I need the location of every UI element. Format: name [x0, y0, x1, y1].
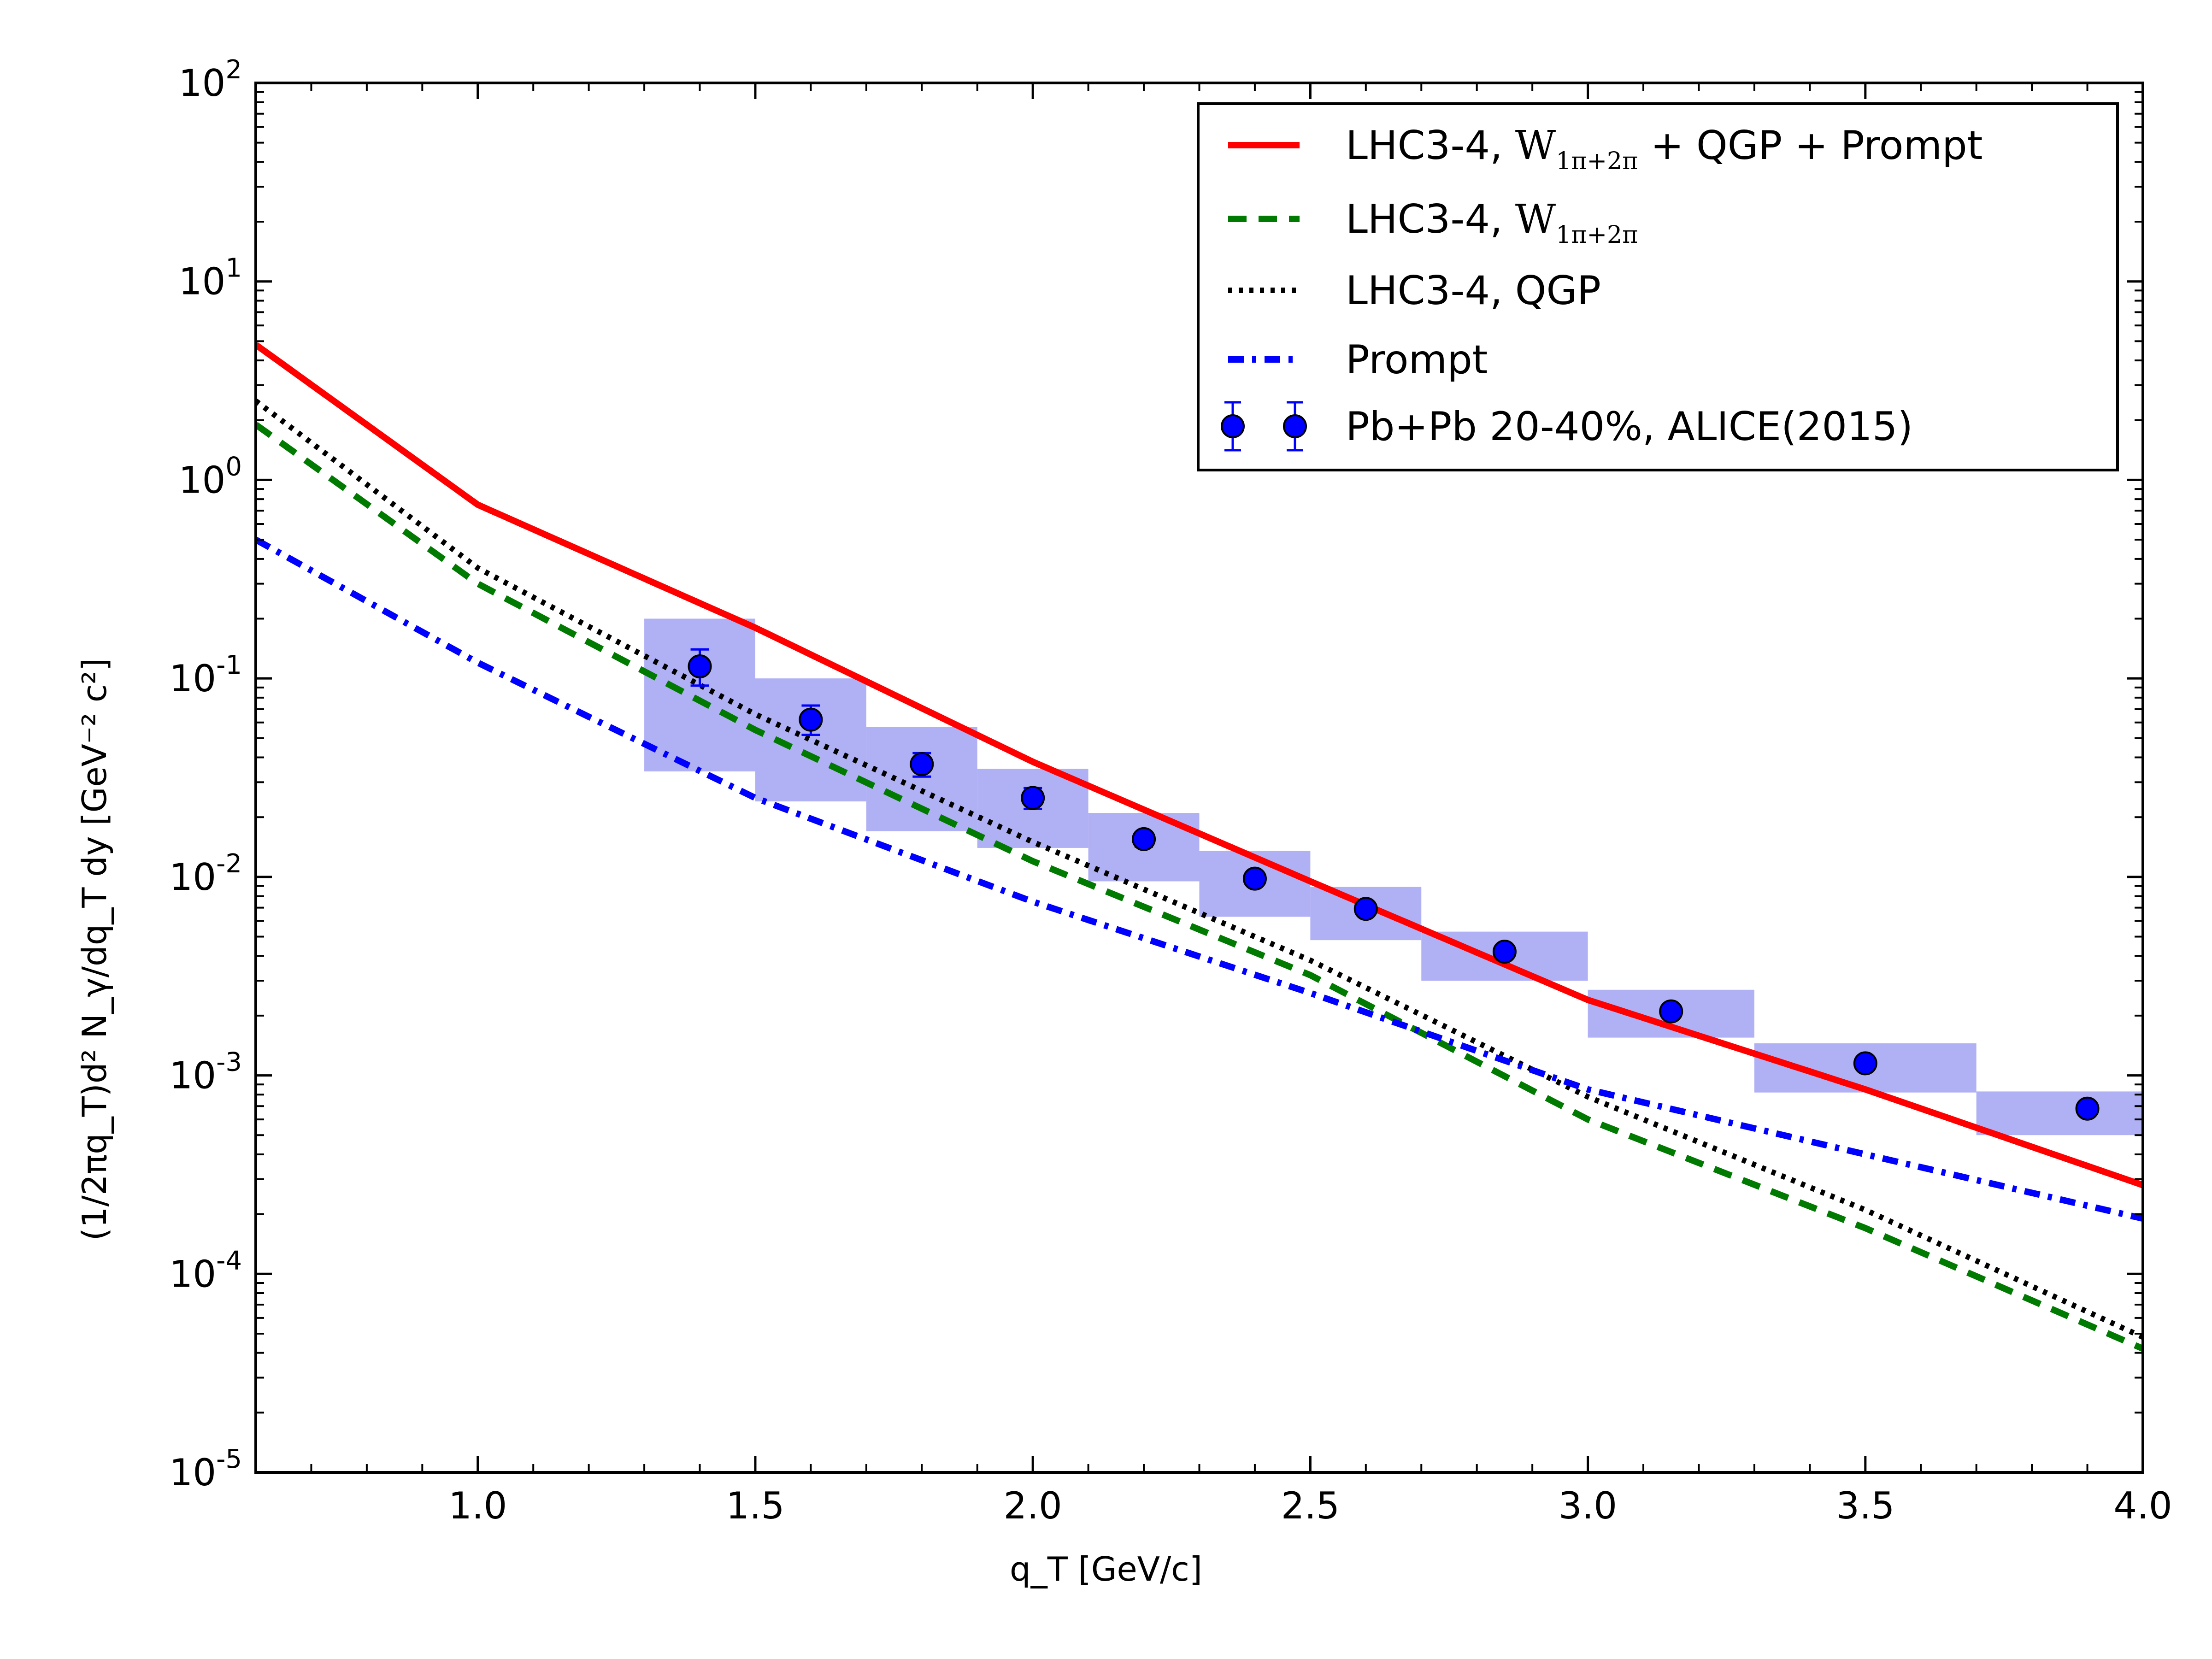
data-point-marker — [1021, 786, 1045, 810]
y-tick-label: 10-2 — [169, 849, 242, 899]
y-tick-base: 10 — [179, 459, 226, 501]
y-tick-exponent: 1 — [225, 253, 242, 283]
data-point-marker — [910, 752, 934, 777]
y-tick-base: 10 — [169, 1253, 216, 1295]
legend-label: LHC3-4, W1π+2π + QGP + Prompt — [1346, 123, 1983, 175]
y-tick-label: 101 — [179, 253, 242, 303]
systematic-box — [755, 678, 866, 802]
x-axis-ticks: 1.0 1.5 2.0 2.5 3.0 3.5 4.0 — [310, 83, 2172, 1527]
x-tick-label: 1.0 — [448, 1484, 507, 1527]
legend-label: Prompt — [1346, 337, 1488, 383]
y-tick-exponent: -3 — [216, 1047, 242, 1077]
y-tick-exponent: 0 — [225, 452, 242, 482]
y-axis-title: (1/2πq_T)d² N_γ/dq_T dy [GeV⁻² c²] — [75, 658, 114, 1241]
systematic-box — [644, 618, 755, 771]
x-tick-label: 2.0 — [1004, 1484, 1062, 1527]
data-point-marker — [799, 707, 823, 732]
y-tick-base: 10 — [179, 260, 226, 303]
data-point-marker — [1353, 897, 1378, 921]
x-tick-label: 3.5 — [1836, 1484, 1894, 1527]
legend-label-text: LHC3-4, QGP — [1346, 268, 1601, 314]
data-point-marker — [1132, 827, 1156, 851]
y-tick-base: 10 — [169, 1054, 216, 1097]
legend-label-text: LHC3-4, — [1346, 123, 1515, 169]
systematic-box — [1976, 1091, 2143, 1135]
y-tick-exponent: -4 — [216, 1246, 242, 1276]
x-axis-title: q_T [GeV/c] — [1010, 1550, 1202, 1588]
y-tick-exponent: -1 — [216, 650, 242, 680]
y-tick-base: 10 — [169, 856, 216, 899]
model-curves — [256, 342, 2143, 1352]
data-point-marker — [2075, 1096, 2100, 1121]
data-points — [688, 648, 2100, 1121]
legend-label-subscript: 1π+2π — [1556, 221, 1638, 249]
x-tick-label: 1.5 — [726, 1484, 784, 1527]
curve-dotted — [256, 399, 2143, 1340]
data-point-marker — [688, 654, 712, 678]
curve-solid — [256, 342, 2143, 1188]
y-tick-base: 10 — [169, 1451, 216, 1494]
data-point-marker — [1853, 1051, 1877, 1076]
y-tick-base: 10 — [169, 657, 216, 700]
data-point-marker — [1659, 999, 1683, 1024]
data-point-marker — [1492, 940, 1517, 964]
x-tick-label: 4.0 — [2113, 1484, 2172, 1527]
y-tick-label: 10-5 — [169, 1444, 242, 1494]
legend-label: LHC3-4, QGP — [1346, 268, 1601, 314]
y-tick-label: 10-1 — [169, 650, 242, 700]
legend-label-math: W — [1515, 196, 1556, 242]
y-tick-label: 10-4 — [169, 1246, 242, 1295]
curve-dashdot — [256, 536, 2143, 1222]
legend-label-suffix: + QGP + Prompt — [1638, 123, 1983, 169]
legend-label-text: LHC3-4, — [1346, 196, 1515, 242]
legend-label: LHC3-4, W1π+2π — [1346, 196, 1638, 249]
y-tick-base: 10 — [179, 62, 226, 105]
legend-label-text: Prompt — [1346, 337, 1488, 383]
legend-label-subscript: 1π+2π — [1556, 147, 1638, 175]
y-tick-exponent: -5 — [216, 1444, 242, 1474]
legend-box — [1197, 102, 2119, 471]
y-tick-label: 100 — [179, 452, 242, 501]
data-point-marker — [1242, 866, 1267, 891]
legend-marker — [1221, 414, 1245, 438]
y-tick-exponent: -2 — [216, 849, 242, 879]
curve-dashed — [256, 422, 2143, 1352]
x-tick-label: 3.0 — [1559, 1484, 1617, 1527]
systematic-box — [866, 727, 977, 831]
legend-label-data: Pb+Pb 20-40%, ALICE(2015) — [1346, 404, 1913, 450]
y-tick-label: 10-3 — [169, 1047, 242, 1097]
legend-marker — [1283, 414, 1307, 438]
y-tick-label: 102 — [179, 55, 242, 105]
x-tick-label: 2.5 — [1281, 1484, 1340, 1527]
y-tick-exponent: 2 — [225, 55, 242, 85]
legend-label-math: W — [1515, 123, 1556, 169]
